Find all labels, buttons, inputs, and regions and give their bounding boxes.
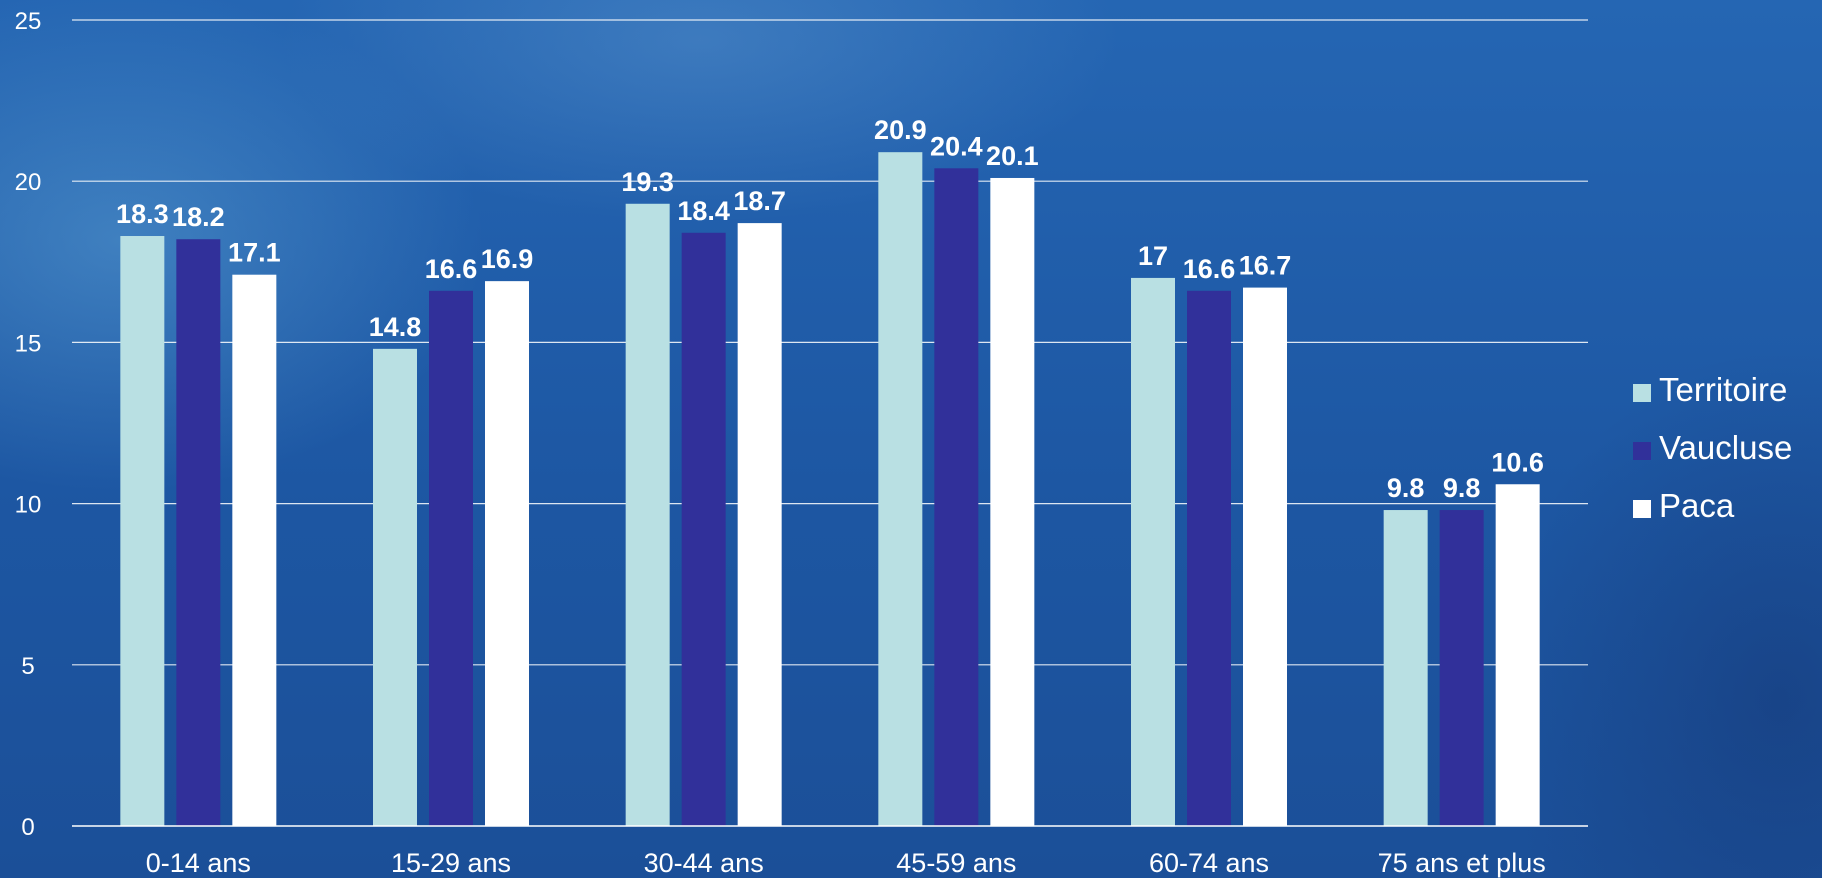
y-tick-label: 15	[15, 330, 42, 357]
data-label: 17.1	[228, 238, 281, 268]
bar	[625, 203, 670, 826]
x-tick-label: 75 ans et plus	[1378, 848, 1546, 878]
bar	[1243, 287, 1287, 826]
bar	[176, 239, 221, 826]
bar	[681, 232, 726, 826]
legend-swatch	[1633, 442, 1651, 460]
legend-swatch	[1633, 384, 1651, 402]
data-label: 9.8	[1387, 473, 1425, 503]
data-label: 9.8	[1443, 473, 1481, 503]
data-label: 18.3	[116, 199, 169, 229]
bar	[1383, 510, 1428, 826]
data-label: 18.2	[172, 202, 225, 232]
bar	[373, 348, 417, 826]
y-tick-label: 25	[15, 8, 42, 35]
y-tick-label: 20	[15, 169, 42, 196]
bar	[1131, 277, 1175, 826]
data-label: 16.9	[481, 244, 534, 274]
bar	[1187, 290, 1231, 826]
data-label: 17	[1138, 241, 1168, 271]
x-axis: 0-14 ans 15-29 ans 30-44 ans 45-59 ans 60-74…	[72, 825, 1588, 878]
legend-label: Paca	[1659, 487, 1735, 524]
y-tick-label: 10	[15, 492, 42, 519]
bar	[429, 290, 473, 826]
legend-label: Territoire	[1659, 371, 1787, 408]
data-label: 20.4	[930, 131, 983, 161]
data-labels: 18.3 18.217.114.816.6 16.919.318.4 18.720.9…	[116, 115, 1544, 503]
y-tick-label: 5	[21, 653, 34, 680]
bar	[1495, 484, 1540, 826]
data-label: 14.8	[369, 312, 422, 342]
data-label: 18.4	[677, 196, 730, 226]
x-tick-label: 0-14 ans	[146, 848, 251, 878]
x-tick-label: 60-74 ans	[1149, 848, 1269, 878]
data-label: 16.6	[425, 254, 478, 284]
legend-label: Vaucluse	[1659, 429, 1792, 466]
bar	[934, 168, 979, 826]
bar	[878, 152, 923, 826]
data-label: 10.6	[1491, 447, 1544, 477]
bar	[1439, 510, 1484, 826]
x-tick-label: 15-29 ans	[391, 848, 511, 878]
bar	[485, 281, 529, 826]
bar	[737, 223, 782, 826]
legend-swatch	[1633, 500, 1651, 518]
data-label: 16.7	[1239, 251, 1292, 281]
data-label: 16.6	[1183, 254, 1236, 284]
y-axis: 0 5 10 15 20 25	[15, 8, 42, 841]
data-label: 19.3	[621, 167, 674, 197]
x-tick-label: 30-44 ans	[644, 848, 764, 878]
y-tick-label: 0	[21, 814, 34, 841]
bar	[232, 274, 277, 826]
data-label: 20.1	[986, 141, 1039, 171]
data-label: 18.7	[733, 186, 786, 216]
bar	[120, 236, 165, 826]
data-label: 20.9	[874, 115, 927, 145]
legend: Territoire Vaucluse Paca	[1633, 371, 1792, 524]
gridlines	[72, 19, 1588, 666]
x-tick-label: 45-59 ans	[896, 848, 1016, 878]
bar	[990, 177, 1035, 826]
bars	[120, 152, 1540, 826]
